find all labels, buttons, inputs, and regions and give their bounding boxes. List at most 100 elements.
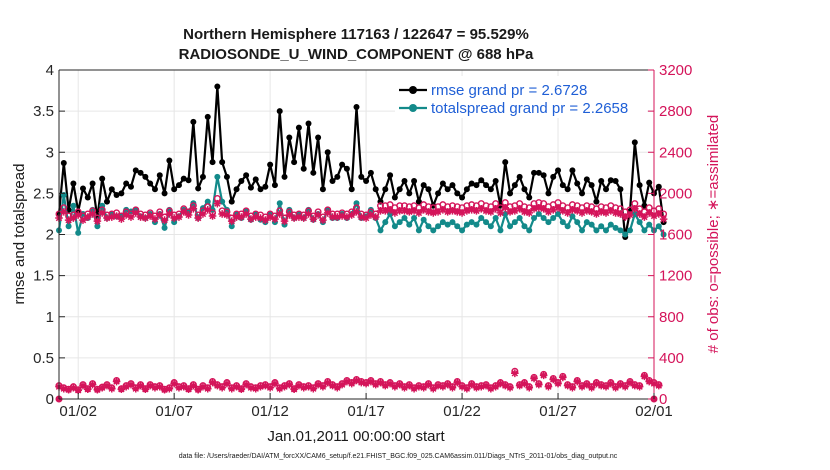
series-3-point-5 bbox=[79, 216, 87, 224]
series-5-point-36 bbox=[227, 384, 236, 393]
series-0-point-107 bbox=[569, 167, 576, 174]
series-5-point-57 bbox=[328, 381, 337, 390]
series-3-point-19 bbox=[146, 212, 154, 220]
series-0-point-16 bbox=[132, 167, 139, 174]
series-3-point-70 bbox=[391, 209, 399, 217]
series-3-point-94 bbox=[506, 208, 514, 216]
series-5-point-75 bbox=[415, 382, 423, 391]
series-5-point-22 bbox=[160, 385, 169, 394]
series-0-point-65 bbox=[367, 169, 374, 176]
series-0-point-99 bbox=[531, 169, 538, 176]
series-5-point-119 bbox=[626, 378, 634, 387]
series-1-point-76 bbox=[420, 216, 427, 223]
series-0-point-13 bbox=[118, 190, 125, 197]
series-5-point-33 bbox=[213, 381, 222, 390]
series-0-point-45 bbox=[271, 182, 278, 189]
series-0-point-6 bbox=[84, 194, 91, 201]
series-5-point-20 bbox=[151, 383, 159, 392]
series-3-point-46 bbox=[275, 210, 284, 218]
series-5-point-56 bbox=[323, 378, 332, 387]
series-0-point-24 bbox=[171, 186, 178, 193]
series-5-point-7 bbox=[88, 380, 97, 389]
series-5-point-48 bbox=[285, 380, 294, 389]
series-3-point-52 bbox=[304, 210, 313, 218]
series-5-point-3 bbox=[69, 383, 78, 392]
series-5-point-25 bbox=[175, 383, 183, 392]
series-0-point-69 bbox=[387, 172, 394, 179]
data-layer bbox=[55, 83, 668, 403]
series-1-point-88 bbox=[478, 215, 485, 222]
series-3-point-38 bbox=[237, 213, 246, 221]
series-5-point-51 bbox=[299, 383, 308, 392]
legend-spread-marker bbox=[409, 104, 417, 112]
series-5-point-63 bbox=[357, 378, 366, 387]
series-5-point-65 bbox=[367, 377, 375, 386]
series-5-point-116 bbox=[611, 383, 620, 392]
series-1-point-91 bbox=[492, 215, 499, 222]
series-5-point-2 bbox=[64, 385, 73, 394]
series-3-point-67 bbox=[376, 207, 385, 215]
series-0-point-73 bbox=[406, 190, 413, 197]
series-1-point-118 bbox=[622, 231, 629, 238]
series-1-point-77 bbox=[425, 223, 432, 230]
series-3-point-50 bbox=[295, 213, 303, 221]
series-3-point-42 bbox=[256, 214, 265, 222]
series-3-point-27 bbox=[184, 211, 193, 219]
series-0-point-77 bbox=[425, 186, 432, 193]
y-tick-label-8: 4 bbox=[46, 62, 54, 79]
series-0-point-75 bbox=[415, 198, 422, 205]
series-3-point-121 bbox=[635, 210, 644, 218]
series-3-point-34 bbox=[218, 210, 226, 218]
series-3-point-84 bbox=[458, 209, 466, 217]
series-0-point-101 bbox=[540, 172, 547, 179]
series-0-point-106 bbox=[564, 186, 571, 193]
series-1-point-108 bbox=[574, 219, 581, 226]
series-5-point-70 bbox=[391, 382, 399, 391]
series-3-point-71 bbox=[395, 207, 404, 215]
series-5-point-114 bbox=[602, 382, 610, 391]
series-5-point-117 bbox=[616, 380, 625, 389]
series-3-point-49 bbox=[290, 214, 298, 222]
series-5-point-97 bbox=[520, 379, 529, 388]
series-5-point-30 bbox=[199, 382, 207, 391]
series-3-point-6 bbox=[83, 213, 92, 221]
series-3-point-73 bbox=[405, 208, 414, 216]
series-3-point-120 bbox=[631, 204, 639, 213]
series-5-point-38 bbox=[237, 385, 246, 394]
series-0-point-27 bbox=[185, 177, 192, 184]
series-0-point-11 bbox=[108, 186, 115, 193]
series-0-point-84 bbox=[459, 194, 466, 201]
series-5-point-115 bbox=[607, 379, 615, 388]
series-5-point-81 bbox=[443, 380, 452, 389]
y2-tick-label-8: 3200 bbox=[659, 62, 692, 79]
series-3-point-93 bbox=[501, 203, 510, 212]
series-5-point-82 bbox=[448, 383, 457, 392]
y2-tick-label-5: 2000 bbox=[659, 185, 692, 202]
series-5-point-76 bbox=[419, 383, 428, 392]
series-0-point-98 bbox=[526, 194, 533, 201]
series-1-point-67 bbox=[377, 227, 384, 234]
series-3-point-110 bbox=[583, 207, 591, 215]
series-0-point-71 bbox=[396, 186, 403, 193]
series-1-point-103 bbox=[550, 215, 557, 222]
series-1-point-75 bbox=[415, 227, 422, 234]
series-5-point-37 bbox=[232, 382, 241, 391]
series-5-point-84 bbox=[458, 382, 466, 391]
series-0-point-63 bbox=[358, 173, 365, 180]
series-5-point-14 bbox=[122, 382, 130, 391]
series-5-point-45 bbox=[271, 379, 279, 388]
series-0-point-56 bbox=[324, 149, 331, 156]
series-3-point-97 bbox=[520, 208, 529, 216]
series-0-point-120 bbox=[631, 139, 638, 146]
series-3-point-8 bbox=[93, 217, 102, 225]
series-0-point-90 bbox=[487, 186, 494, 193]
series-5-point-24 bbox=[170, 379, 178, 388]
legend-rmse-marker bbox=[409, 86, 417, 94]
series-5-point-5 bbox=[79, 381, 87, 390]
series-3-point-43 bbox=[261, 216, 270, 224]
series-5-point-28 bbox=[189, 381, 198, 390]
series-3-point-102 bbox=[544, 208, 553, 216]
y-tick-label-4: 2 bbox=[46, 227, 54, 244]
series-3-point-72 bbox=[400, 207, 409, 215]
series-0-point-25 bbox=[175, 182, 182, 189]
